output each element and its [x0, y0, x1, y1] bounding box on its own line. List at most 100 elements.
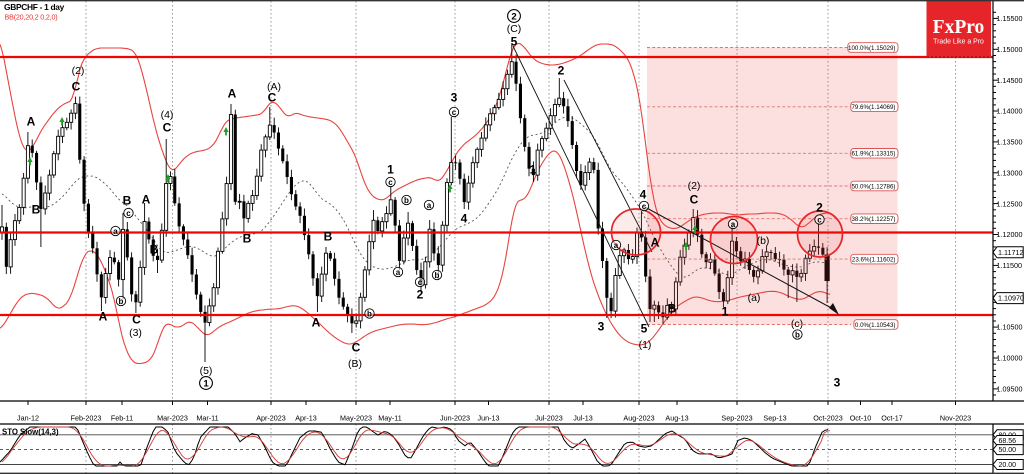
svg-text:50.00: 50.00 [999, 447, 1017, 454]
svg-text:Oct-10: Oct-10 [850, 414, 872, 423]
svg-text:2: 2 [417, 287, 424, 301]
svg-text:1.14500: 1.14500 [997, 76, 1023, 85]
svg-text:50.0%(1.12786): 50.0%(1.12786) [851, 183, 895, 190]
svg-text:(c): (c) [791, 318, 803, 330]
svg-text:c: c [126, 209, 131, 218]
svg-text:Trade Like a Pro: Trade Like a Pro [933, 39, 984, 46]
svg-text:C: C [72, 79, 81, 93]
svg-text:a: a [731, 220, 736, 229]
svg-text:Apr-13: Apr-13 [295, 414, 317, 423]
svg-text:b: b [119, 297, 124, 306]
svg-text:1.12500: 1.12500 [997, 199, 1023, 208]
svg-text:Oct-17: Oct-17 [881, 414, 903, 423]
svg-text:1.12000: 1.12000 [997, 230, 1023, 239]
svg-text:Jul-2023: Jul-2023 [535, 414, 563, 423]
svg-text:c: c [388, 178, 393, 187]
svg-text:c: c [642, 202, 647, 211]
svg-text:A: A [312, 315, 321, 329]
svg-text:4: 4 [461, 211, 468, 225]
svg-text:C: C [132, 312, 141, 326]
svg-text:(4): (4) [161, 109, 174, 121]
svg-text:1.13000: 1.13000 [997, 168, 1023, 177]
svg-text:a: a [396, 268, 401, 277]
svg-text:79.6%(1.14069): 79.6%(1.14069) [851, 104, 895, 111]
svg-text:1: 1 [530, 162, 537, 176]
svg-text:May-11: May-11 [378, 414, 401, 423]
svg-text:C: C [352, 340, 361, 354]
svg-text:B: B [243, 231, 252, 245]
svg-text:Nov-2023: Nov-2023 [940, 414, 971, 423]
svg-text:a: a [614, 241, 619, 250]
svg-text:B: B [324, 229, 333, 243]
svg-text:c: c [817, 216, 822, 225]
svg-text:B: B [32, 202, 41, 216]
svg-text:5: 5 [641, 321, 648, 335]
svg-text:1.11500: 1.11500 [997, 261, 1022, 270]
svg-text:1.14000: 1.14000 [997, 107, 1023, 116]
svg-text:4: 4 [640, 187, 647, 201]
svg-text:(1): (1) [639, 339, 652, 351]
svg-text:(3): (3) [129, 327, 142, 339]
svg-text:a: a [113, 227, 118, 236]
svg-text:A: A [99, 309, 108, 323]
svg-text:C: C [690, 192, 699, 206]
svg-text:1.10000: 1.10000 [997, 354, 1023, 363]
svg-text:2: 2 [511, 11, 516, 22]
svg-text:(A): (A) [267, 81, 281, 93]
svg-text:c: c [418, 278, 423, 287]
svg-text:FxPro: FxPro [933, 17, 985, 38]
svg-text:(5): (5) [200, 365, 213, 377]
svg-text:0.0%(1.10543): 0.0%(1.10543) [855, 322, 896, 329]
svg-text:1.11712: 1.11712 [998, 248, 1023, 257]
svg-text:Jun-2023: Jun-2023 [440, 414, 470, 423]
svg-text:1.13500: 1.13500 [997, 138, 1023, 147]
svg-text:3: 3 [598, 319, 605, 333]
svg-text:(2): (2) [72, 65, 85, 77]
svg-text:2: 2 [816, 200, 823, 214]
svg-text:20.00: 20.00 [999, 462, 1017, 469]
svg-text:1: 1 [203, 378, 209, 389]
svg-text:Sep-2023: Sep-2023 [721, 414, 752, 423]
svg-text:Mar-11: Mar-11 [196, 414, 218, 423]
svg-text:23.6%(1.11602): 23.6%(1.11602) [852, 256, 896, 263]
svg-text:b: b [435, 271, 440, 280]
svg-text:1: 1 [387, 162, 394, 176]
svg-text:3: 3 [451, 90, 458, 104]
svg-text:Aug-13: Aug-13 [665, 414, 688, 423]
svg-text:C: C [163, 120, 172, 134]
svg-text:1.15500: 1.15500 [997, 14, 1023, 23]
svg-text:B: B [668, 301, 677, 315]
svg-text:B: B [123, 193, 132, 207]
svg-text:A: A [142, 192, 151, 206]
svg-text:a: a [427, 201, 432, 210]
svg-text:(a): (a) [748, 292, 761, 304]
svg-text:1.10970: 1.10970 [998, 294, 1024, 303]
svg-text:STO Slow(14,3): STO Slow(14,3) [2, 428, 59, 437]
svg-text:Jul-13: Jul-13 [573, 414, 593, 423]
svg-text:(C): (C) [507, 23, 522, 35]
svg-text:b: b [404, 196, 409, 205]
svg-text:1.09500: 1.09500 [997, 384, 1023, 393]
svg-text:1.15000: 1.15000 [997, 45, 1023, 54]
svg-text:May-2023: May-2023 [340, 414, 372, 423]
svg-text:Aug-2023: Aug-2023 [623, 414, 654, 423]
svg-text:Jan-12: Jan-12 [17, 414, 39, 423]
svg-text:C: C [268, 90, 277, 104]
svg-text:100.0%(1.15029): 100.0%(1.15029) [848, 45, 895, 52]
svg-text:68.56: 68.56 [999, 438, 1017, 445]
svg-text:1: 1 [722, 304, 729, 318]
svg-text:Feb-2023: Feb-2023 [71, 414, 102, 423]
svg-text:GBPCHF - 1 day: GBPCHF - 1 day [4, 2, 65, 12]
svg-text:Sep-13: Sep-13 [763, 414, 786, 423]
svg-text:1.10500: 1.10500 [997, 323, 1023, 332]
svg-text:3: 3 [834, 375, 841, 389]
svg-text:61.9%(1.13315): 61.9%(1.13315) [851, 151, 895, 158]
svg-text:5: 5 [511, 34, 518, 48]
svg-text:b: b [367, 310, 372, 319]
svg-text:(b): (b) [757, 235, 770, 247]
svg-text:Jun-13: Jun-13 [478, 414, 500, 423]
svg-text:Mar-2023: Mar-2023 [157, 414, 188, 423]
svg-text:A: A [228, 86, 237, 100]
svg-text:38.2%(1.12257): 38.2%(1.12257) [851, 216, 895, 223]
svg-text:B: B [150, 242, 159, 256]
